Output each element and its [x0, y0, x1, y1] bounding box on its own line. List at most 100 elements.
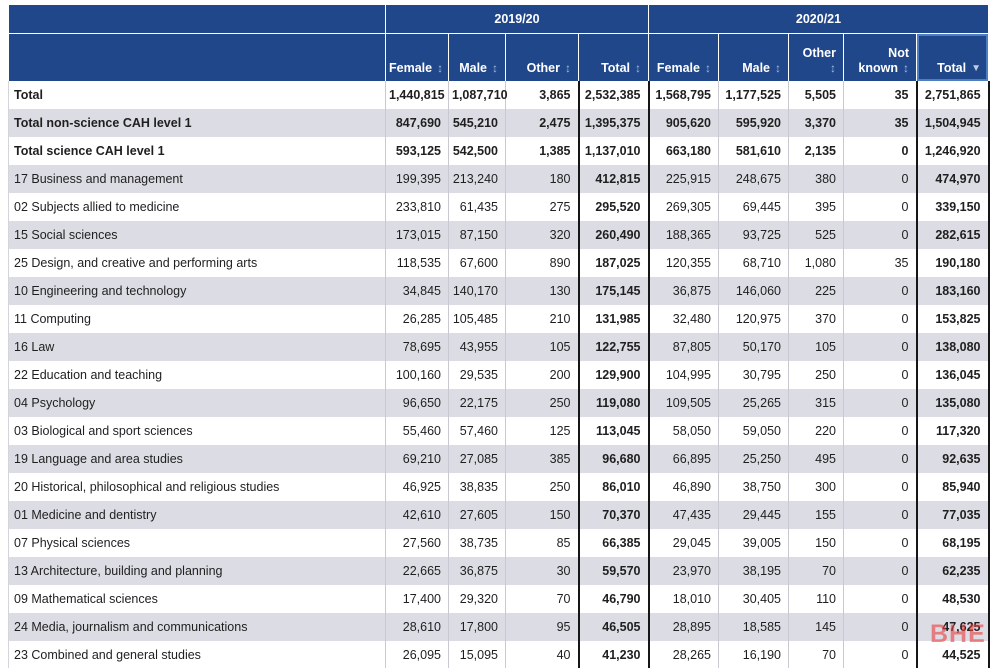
year-group-2020-21: 2020/21: [648, 5, 990, 34]
cell-male-2020-21: 39,005: [718, 529, 789, 557]
year-header-row: 2019/20 2020/21: [8, 5, 990, 34]
cell-female-2019-20: 34,845: [385, 277, 449, 305]
cell-female-2020-21: 269,305: [648, 193, 719, 221]
column-header-male-2019-20[interactable]: Male ↕: [448, 33, 506, 81]
cell-not-known-2020-21: 0: [843, 613, 917, 641]
cell-other-2020-21: 220: [788, 417, 844, 445]
cell-other-2019-20: 210: [505, 305, 579, 333]
column-label: Total: [937, 61, 967, 75]
cell-total-2020-21: 117,320: [915, 417, 990, 445]
column-header-other-2020-21[interactable]: Other ↕: [788, 33, 844, 81]
cell-other-2019-20: 1,385: [505, 137, 579, 165]
row-label: 01 Medicine and dentistry: [8, 501, 386, 529]
cell-female-2019-20: 17,400: [385, 585, 449, 613]
cell-male-2020-21: 93,725: [718, 221, 789, 249]
cell-other-2020-21: 105: [788, 333, 844, 361]
cell-total-2019-20: 46,790: [577, 585, 650, 613]
cell-total-2020-21: 135,080: [915, 389, 990, 417]
sort-descending-icon: ▼: [971, 63, 982, 74]
column-header-total-2020-21[interactable]: Total ▼: [916, 33, 990, 81]
cell-male-2020-21: 120,975: [718, 305, 789, 333]
row-label: 04 Psychology: [8, 389, 386, 417]
column-label: Male: [742, 61, 770, 75]
cell-female-2019-20: 78,695: [385, 333, 449, 361]
column-header-female-2020-21[interactable]: Female ↕: [648, 33, 719, 81]
cell-other-2019-20: 180: [505, 165, 579, 193]
cell-other-2019-20: 85: [505, 529, 579, 557]
cell-female-2020-21: 28,895: [648, 613, 719, 641]
column-header-total-2019-20[interactable]: Total ↕: [578, 33, 649, 81]
cell-male-2019-20: 105,485: [448, 305, 506, 333]
cell-female-2020-21: 28,265: [648, 641, 719, 668]
cell-male-2020-21: 248,675: [718, 165, 789, 193]
row-label: 03 Biological and sport sciences: [8, 417, 386, 445]
sort-toggle-icon: ↕: [705, 61, 711, 75]
sort-toggle-icon: ↕: [492, 61, 498, 75]
cell-other-2020-21: 1,080: [788, 249, 844, 277]
cell-not-known-2020-21: 0: [843, 501, 917, 529]
table-row: Total non-science CAH level 1 847,690 545,…: [8, 109, 990, 137]
cell-male-2020-21: 68,710: [718, 249, 789, 277]
cell-male-2019-20: 27,085: [448, 445, 506, 473]
row-label: 24 Media, journalism and communications: [8, 613, 386, 641]
cell-total-2019-20: 59,570: [577, 557, 650, 585]
cell-total-2020-21: 138,080: [915, 333, 990, 361]
cell-other-2020-21: 150: [788, 529, 844, 557]
cell-male-2019-20: 29,535: [448, 361, 506, 389]
column-label: Female: [389, 61, 433, 75]
cell-not-known-2020-21: 0: [843, 221, 917, 249]
column-header-not-known-2020-21[interactable]: Not known ↕: [843, 33, 917, 81]
cell-total-2019-20: 131,985: [577, 305, 650, 333]
cell-female-2020-21: 66,895: [648, 445, 719, 473]
cell-female-2019-20: 118,535: [385, 249, 449, 277]
cell-male-2019-20: 27,605: [448, 501, 506, 529]
table-row: Total 1,440,815 1,087,710 3,865 2,532,385 1,5…: [8, 81, 990, 109]
sort-toggle-icon: ↕: [437, 61, 444, 75]
cell-male-2019-20: 87,150: [448, 221, 506, 249]
cell-female-2019-20: 26,095: [385, 641, 449, 668]
cell-female-2019-20: 847,690: [385, 109, 449, 137]
cell-female-2019-20: 28,610: [385, 613, 449, 641]
column-header-male-2020-21[interactable]: Male ↕: [718, 33, 789, 81]
cell-female-2019-20: 1,440,815: [385, 81, 449, 109]
cell-other-2019-20: 40: [505, 641, 579, 668]
table-row: 13 Architecture, building and planning 22…: [8, 557, 990, 585]
cell-female-2020-21: 188,365: [648, 221, 719, 249]
cell-female-2020-21: 23,970: [648, 557, 719, 585]
cell-male-2019-20: 22,175: [448, 389, 506, 417]
row-label: 17 Business and management: [8, 165, 386, 193]
cell-not-known-2020-21: 0: [843, 333, 917, 361]
cell-total-2019-20: 412,815: [577, 165, 650, 193]
column-label: Other: [802, 46, 836, 60]
column-header-female-2019-20[interactable]: Female ↕: [385, 33, 449, 81]
column-header-other-2019-20[interactable]: Other ↕: [505, 33, 579, 81]
cell-other-2019-20: 2,475: [505, 109, 579, 137]
cell-total-2019-20: 187,025: [577, 249, 650, 277]
cell-male-2020-21: 29,445: [718, 501, 789, 529]
cell-not-known-2020-21: 0: [843, 137, 917, 165]
cell-other-2020-21: 70: [788, 641, 844, 668]
column-label: Female: [656, 61, 700, 75]
cell-total-2019-20: 260,490: [577, 221, 650, 249]
cell-total-2020-21: 77,035: [915, 501, 990, 529]
row-label: 16 Law: [8, 333, 386, 361]
cell-other-2019-20: 200: [505, 361, 579, 389]
table-body: Total 1,440,815 1,087,710 3,865 2,532,385 1,5…: [8, 81, 990, 668]
row-label: 20 Historical, philosophical and religio…: [8, 473, 386, 501]
subjects-by-sex-table: 2019/20 2020/21 Female ↕ Male ↕ Other ↕ Total ↕…: [8, 5, 990, 668]
cell-not-known-2020-21: 0: [843, 305, 917, 333]
table-row: 04 Psychology 96,650 22,175 250 119,080 109,5…: [8, 389, 990, 417]
cell-male-2020-21: 16,190: [718, 641, 789, 668]
row-label: 09 Mathematical sciences: [8, 585, 386, 613]
sort-toggle-icon: ↕: [565, 61, 571, 75]
cell-other-2020-21: 3,370: [788, 109, 844, 137]
cell-not-known-2020-21: 35: [843, 249, 917, 277]
table-row: 20 Historical, philosophical and religio…: [8, 473, 990, 501]
cell-female-2019-20: 233,810: [385, 193, 449, 221]
cell-other-2020-21: 250: [788, 361, 844, 389]
cell-not-known-2020-21: 0: [843, 445, 917, 473]
corner-header-bottom: [8, 33, 386, 81]
cell-male-2020-21: 595,920: [718, 109, 789, 137]
cell-male-2020-21: 146,060: [718, 277, 789, 305]
